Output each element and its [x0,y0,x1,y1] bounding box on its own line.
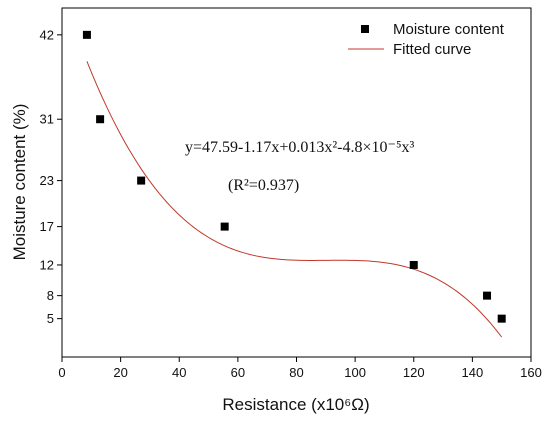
data-point [409,260,418,269]
data-point [82,30,91,39]
x-tick-label: 0 [58,365,65,380]
y-tick-label: 31 [40,112,54,127]
y-tick-label: 8 [47,288,54,303]
y-tick-label: 17 [40,219,54,234]
x-axis-title: Resistance (x10⁶Ω) [222,395,369,414]
x-tick-label: 160 [520,365,542,380]
x-tick-label: 60 [231,365,245,380]
y-tick-label: 12 [40,257,54,272]
x-tick-label: 140 [462,365,484,380]
legend-label-moisture-content: Moisture content [393,21,505,38]
y-tick-label: 5 [47,311,54,326]
x-axis-ticks: 0 20 40 60 80 100 120 140 160 [58,357,542,380]
y-axis-title: Moisture content (%) [10,104,29,261]
data-point [483,291,492,300]
x-tick-label: 20 [113,365,127,380]
fitted-curve-line [86,61,503,338]
x-tick-label: 120 [403,365,425,380]
legend-marker-moisture-content [361,25,369,33]
y-axis-ticks: 5 8 12 17 23 31 42 [40,27,62,326]
legend-label-fitted-curve: Fitted curve [393,41,471,58]
data-point [96,115,105,124]
x-tick-label: 40 [172,365,186,380]
y-tick-label: 23 [40,173,54,188]
equation-annotation: y=47.59-1.17x+0.013x²-4.8×10⁻⁵x³ [185,139,415,156]
x-tick-label: 100 [344,365,366,380]
y-tick-label: 42 [40,27,54,42]
r-squared-annotation: (R²=0.937) [228,177,299,194]
legend: Moisture content Fitted curve [348,21,505,58]
data-point [137,176,146,185]
data-point [220,222,229,231]
x-tick-label: 80 [289,365,303,380]
scatter-points [82,30,506,323]
data-point [497,314,506,323]
